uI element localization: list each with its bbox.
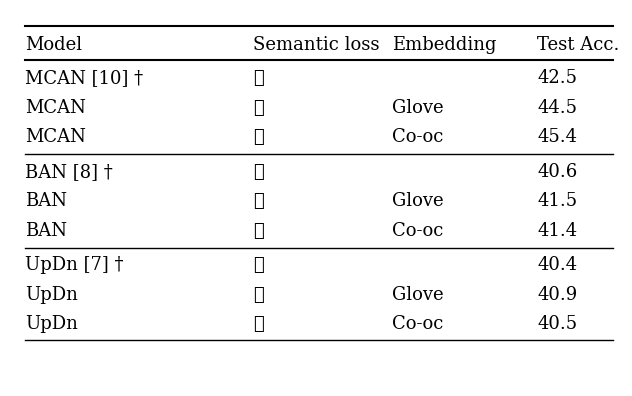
- Text: BAN: BAN: [25, 222, 67, 240]
- Text: 40.6: 40.6: [537, 163, 578, 181]
- Text: BAN [8] †: BAN [8] †: [25, 163, 113, 181]
- Text: MCAN [10] †: MCAN [10] †: [25, 69, 143, 87]
- Text: Glove: Glove: [392, 99, 444, 116]
- Text: 40.9: 40.9: [537, 286, 578, 304]
- Text: MCAN: MCAN: [25, 99, 86, 116]
- Text: UpDn: UpDn: [25, 286, 78, 304]
- Text: 42.5: 42.5: [537, 69, 577, 87]
- Text: ✓: ✓: [253, 222, 264, 240]
- Text: UpDn: UpDn: [25, 316, 78, 333]
- Text: Co-oc: Co-oc: [392, 128, 443, 146]
- Text: BAN: BAN: [25, 192, 67, 210]
- Text: Glove: Glove: [392, 286, 444, 304]
- Text: ✓: ✓: [253, 316, 264, 333]
- Text: Glove: Glove: [392, 192, 444, 210]
- Text: 45.4: 45.4: [537, 128, 577, 146]
- Text: Test Acc.: Test Acc.: [537, 36, 619, 53]
- Text: Model: Model: [25, 36, 82, 53]
- Text: 44.5: 44.5: [537, 99, 577, 116]
- Text: 41.4: 41.4: [537, 222, 577, 240]
- Text: Co-oc: Co-oc: [392, 316, 443, 333]
- Text: Embedding: Embedding: [392, 36, 496, 53]
- Text: ✗: ✗: [253, 256, 264, 274]
- Text: ✓: ✓: [253, 286, 264, 304]
- Text: ✗: ✗: [253, 69, 264, 87]
- Text: ✓: ✓: [253, 128, 264, 146]
- Text: ✗: ✗: [253, 163, 264, 181]
- Text: UpDn [7] †: UpDn [7] †: [25, 256, 124, 274]
- Text: ✓: ✓: [253, 192, 264, 210]
- Text: 40.5: 40.5: [537, 316, 577, 333]
- Text: 40.4: 40.4: [537, 256, 577, 274]
- Text: ✓: ✓: [253, 99, 264, 116]
- Text: MCAN: MCAN: [25, 128, 86, 146]
- Text: Co-oc: Co-oc: [392, 222, 443, 240]
- Text: 41.5: 41.5: [537, 192, 577, 210]
- Text: Semantic loss: Semantic loss: [253, 36, 379, 53]
